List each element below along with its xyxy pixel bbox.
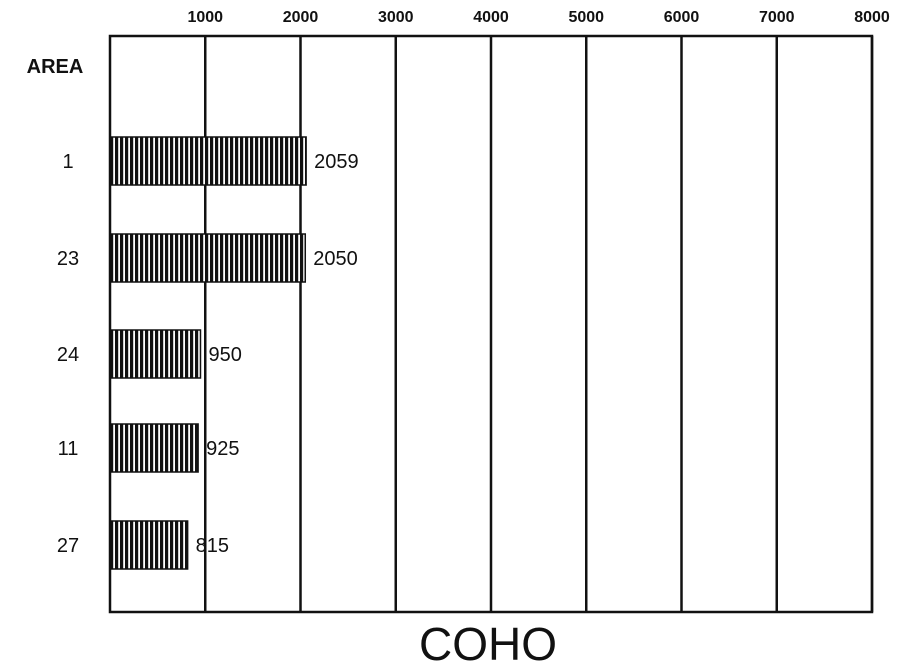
- bar-area-24: [109, 329, 202, 379]
- category-label: 1: [62, 151, 73, 173]
- x-tick-label: 8000: [854, 9, 890, 26]
- data-label: 2050: [313, 248, 358, 270]
- plot-frame: [108, 34, 874, 614]
- category-label: 23: [57, 248, 79, 270]
- bar-area-1: [109, 136, 307, 186]
- x-tick-label: 1000: [187, 9, 223, 26]
- category-labels: 1 23 24 11 27: [57, 151, 79, 557]
- bar-area-23: [109, 233, 307, 283]
- data-label: 2059: [314, 151, 359, 173]
- x-tick-label: 4000: [473, 9, 509, 26]
- data-labels: 2059 2050 950 925 815: [196, 151, 359, 557]
- bar-area-11: [109, 423, 199, 473]
- data-label: 950: [208, 344, 241, 366]
- gridlines: [204, 36, 874, 612]
- category-axis-label: AREA: [27, 56, 84, 78]
- x-tick-label: 3000: [378, 9, 414, 26]
- data-label: 925: [206, 438, 239, 460]
- x-tick-label: 5000: [568, 9, 604, 26]
- category-label: 24: [57, 344, 79, 366]
- x-tick-labels: 1000 2000 3000 4000 5000 6000 7000 8000: [187, 9, 889, 26]
- x-tick-label: 6000: [664, 9, 700, 26]
- data-label: 815: [196, 535, 229, 557]
- bar-area-27: [109, 520, 189, 570]
- x-tick-label: 7000: [759, 9, 795, 26]
- category-label: 27: [57, 535, 79, 557]
- category-label: 11: [58, 438, 79, 460]
- chart-title: COHO: [419, 618, 557, 668]
- x-tick-label: 2000: [283, 9, 319, 26]
